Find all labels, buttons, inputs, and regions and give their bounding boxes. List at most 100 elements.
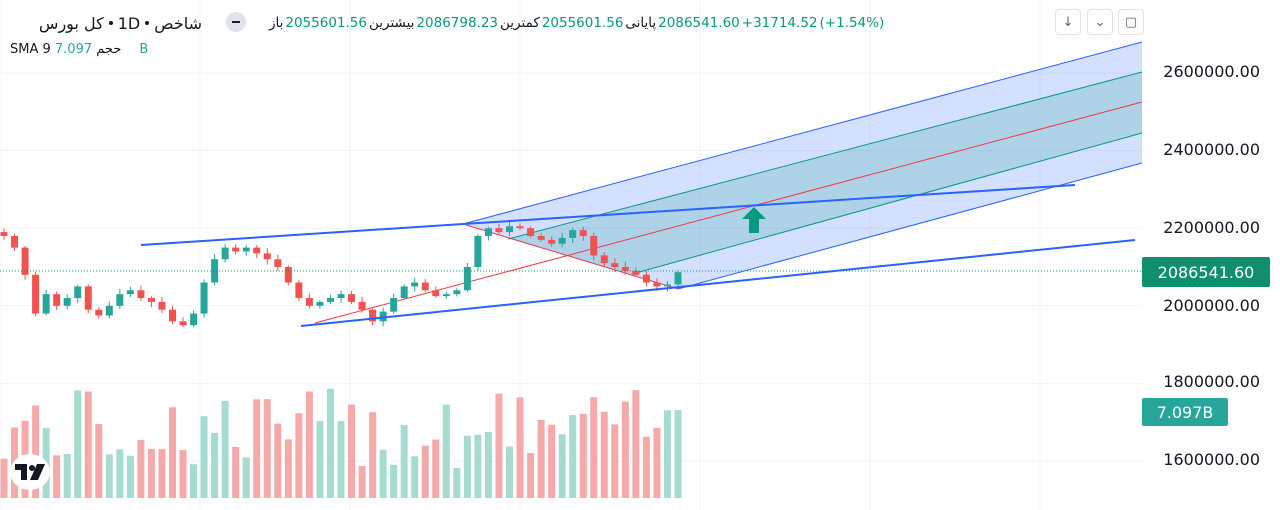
- volume-bar: [463, 435, 471, 498]
- candle-body: [253, 247, 261, 254]
- volume-bar: [653, 427, 661, 498]
- symbol-title[interactable]: شاخص 1D کل بورس: [39, 10, 202, 36]
- candle-body: [295, 282, 303, 299]
- pitchfork-upper-line: [462, 41, 1143, 225]
- collapse-legend-button[interactable]: [226, 12, 246, 32]
- volume-bar: [569, 415, 577, 498]
- volume-bar: [632, 390, 640, 498]
- separator-dot: [108, 21, 113, 25]
- volume-bar: [274, 423, 282, 498]
- volume-bar: [242, 457, 250, 498]
- tradingview-logo-icon[interactable]: [10, 454, 50, 490]
- candle-body: [158, 301, 166, 310]
- interval-label: 1D: [117, 13, 141, 33]
- pitchfork-lower-line: [677, 162, 1143, 290]
- candle-body: [63, 298, 71, 306]
- candle-body: [274, 259, 282, 267]
- candle-body: [232, 247, 240, 252]
- volume-bar: [158, 449, 166, 498]
- pitchfork-inner-upper-line: [507, 71, 1143, 240]
- volume-bar: [537, 419, 545, 498]
- volume-bar: [663, 410, 671, 498]
- volume-legend: SMA 9 حجم 7.097B: [10, 42, 148, 57]
- volume-bar: [95, 423, 103, 498]
- change-value: +31714.52: [741, 15, 818, 31]
- volume-bar: [590, 397, 598, 498]
- trendlines: [140, 184, 1136, 327]
- candle-body: [53, 294, 61, 306]
- high-value: 2086798.23: [416, 15, 499, 31]
- candle-body: [421, 282, 429, 291]
- candle-body: [474, 235, 482, 267]
- candle-body: [263, 253, 271, 260]
- candle-body: [484, 228, 492, 236]
- volume-bar: [400, 425, 408, 498]
- candle-body: [506, 226, 513, 233]
- candle-body: [116, 294, 124, 306]
- close-value: 2086541.60: [658, 15, 740, 31]
- candle-body: [611, 263, 619, 267]
- volume-bar: [284, 439, 292, 498]
- candle-body: [527, 228, 535, 236]
- candle-body: [632, 270, 640, 275]
- collapse-icon[interactable]: ⌄: [1087, 9, 1113, 35]
- price-axis-label: 2400000.00: [1163, 140, 1260, 159]
- candle-body: [432, 290, 440, 297]
- candle-body: [84, 286, 92, 310]
- volume-bar: [579, 413, 587, 498]
- open-value: 2055601.56: [285, 15, 367, 31]
- candle-body: [326, 298, 334, 302]
- volume-bar: [558, 434, 566, 498]
- candle-body: [169, 309, 176, 322]
- candle-body: [400, 286, 408, 299]
- symbol-label: کل بورس: [38, 13, 104, 33]
- volume-bar: [137, 439, 145, 498]
- volume-bars: [0, 388, 682, 498]
- candle-body: [74, 286, 82, 299]
- candle-body: [590, 235, 598, 256]
- volume-bar: [116, 449, 124, 498]
- maximize-icon[interactable]: ▢: [1118, 9, 1144, 35]
- price-axis-label: 2200000.00: [1163, 218, 1260, 237]
- price-axis-label: 1600000.00: [1163, 450, 1260, 469]
- volume-bar: [442, 404, 450, 498]
- volume-bar: [432, 439, 440, 498]
- volume-bar: [63, 453, 71, 498]
- arrow-down-icon[interactable]: ↓: [1055, 9, 1081, 35]
- candle-body: [348, 294, 356, 302]
- candle-body: [516, 226, 524, 229]
- volume-bar: [179, 450, 187, 498]
- candle-body: [537, 235, 545, 240]
- volume-bar: [326, 388, 334, 498]
- volume-bar: [190, 464, 198, 498]
- candlestick-series: [0, 221, 682, 328]
- candle-body: [126, 290, 134, 295]
- volume-bar: [379, 449, 387, 498]
- volume-value: 7.097B: [54, 42, 149, 57]
- candle-body: [179, 321, 187, 326]
- volume-bar: [32, 405, 40, 498]
- candle-body: [0, 232, 8, 236]
- volume-bar: [506, 446, 513, 498]
- candle-body: [358, 301, 366, 310]
- volume-bar: [316, 421, 324, 498]
- low-label: کمترین: [500, 15, 540, 31]
- volume-bar: [305, 391, 313, 498]
- candle-body: [316, 301, 324, 306]
- volume-bar: [369, 412, 377, 498]
- volume-bar: [421, 445, 429, 498]
- pitchfork-inner-lower-line: [631, 132, 1143, 275]
- candle-body: [663, 284, 671, 287]
- candle-body: [200, 282, 208, 314]
- change-percent: (+1.54%): [819, 15, 885, 31]
- volume-bar: [263, 399, 271, 498]
- volume-bar: [337, 421, 345, 498]
- candle-body: [390, 298, 398, 312]
- price-axis-label: 1800000.00: [1163, 372, 1260, 391]
- volume-bar: [484, 431, 492, 498]
- trendline-upper-right: [462, 184, 1076, 225]
- volume-bar: [147, 448, 155, 498]
- volume-bar: [674, 410, 682, 498]
- candle-body: [11, 235, 19, 248]
